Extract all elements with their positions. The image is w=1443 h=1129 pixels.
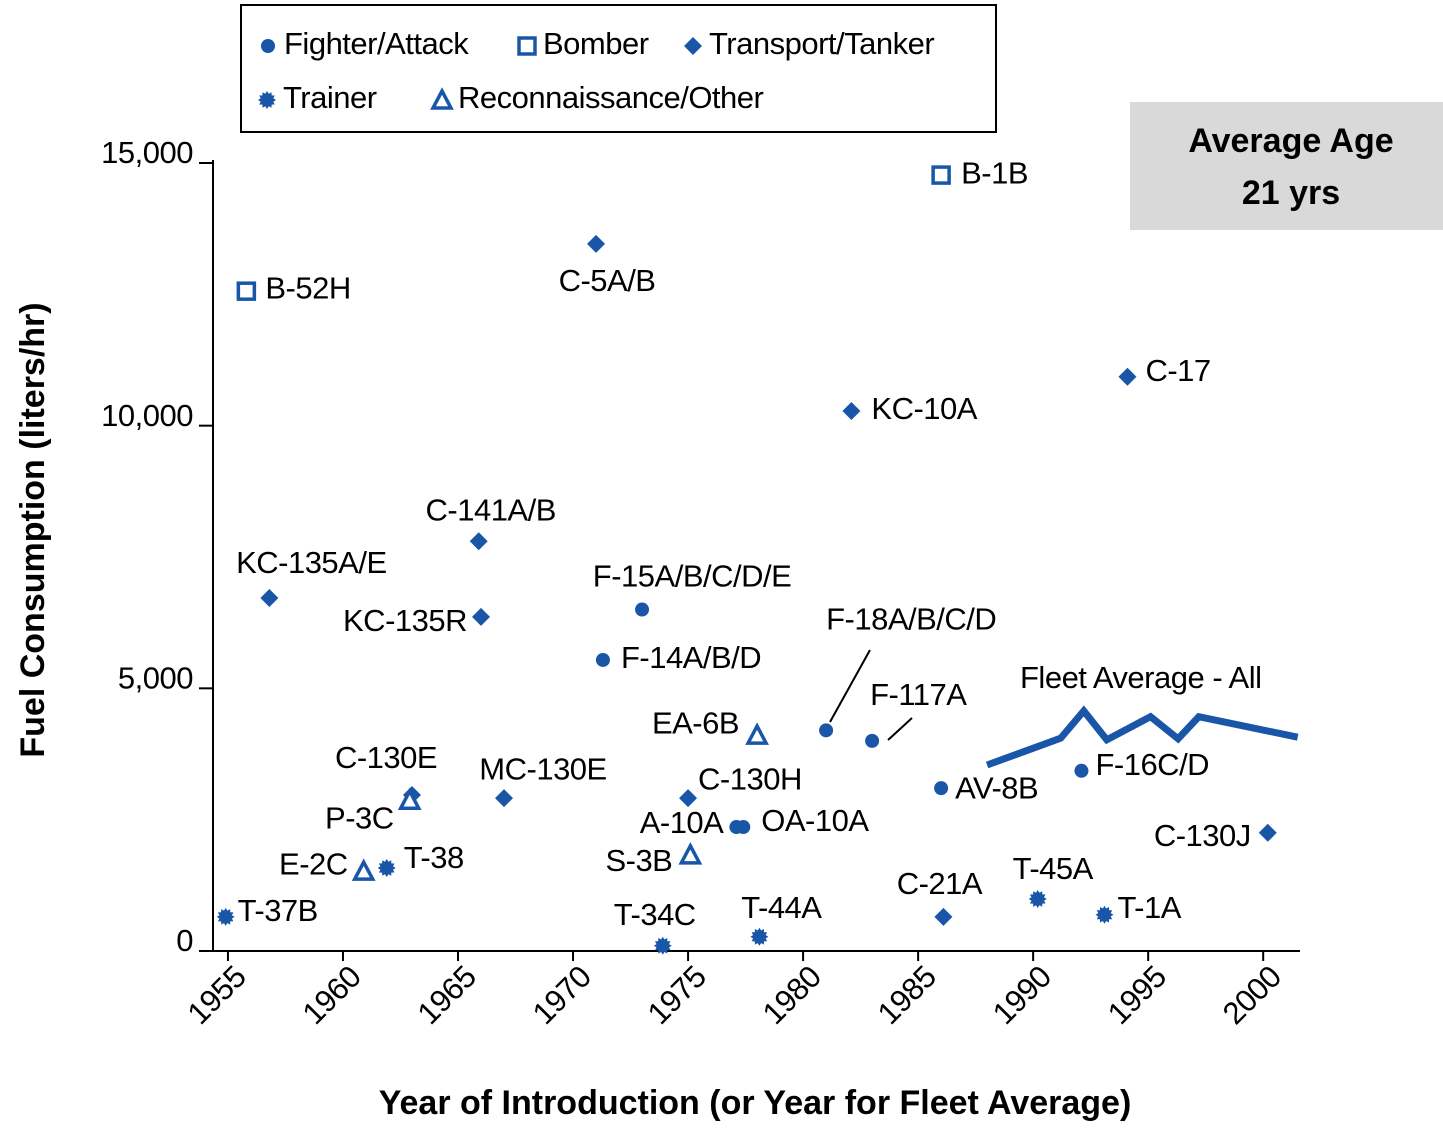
point	[595, 652, 610, 667]
y-tick-label: 0	[176, 923, 193, 958]
point-label: KC-135R	[343, 603, 467, 638]
legend-label: Reconnaissance/Other	[458, 80, 764, 115]
point-label: B-1B	[961, 155, 1028, 190]
point-label: C-21A	[897, 866, 983, 901]
annotation: 21 yrs	[1242, 174, 1340, 212]
point	[736, 820, 751, 835]
legend-label: Bomber	[543, 26, 649, 61]
point-label: KC-10A	[871, 391, 977, 426]
annotation: Average Age	[1188, 122, 1393, 160]
legend-box	[240, 4, 997, 133]
point-label: T-34C	[614, 897, 696, 932]
point-label: P-3C	[325, 800, 394, 835]
y-tick-label: 5,000	[118, 661, 193, 696]
legend-marker	[258, 91, 276, 109]
point-label: MC-130E	[479, 751, 606, 786]
point	[397, 787, 422, 810]
point	[1074, 763, 1089, 778]
point	[653, 936, 672, 955]
y-tick-label: 10,000	[101, 398, 193, 433]
x-tick-label: 1995	[1101, 959, 1173, 1031]
point	[750, 927, 769, 946]
point	[260, 588, 279, 607]
point-label: S-3B	[605, 843, 672, 878]
x-tick-label: 1975	[641, 959, 713, 1031]
fleet-average-line	[985, 705, 1299, 769]
point-label: F-18A/B/C/D	[826, 602, 996, 637]
point-label: T-37B	[238, 893, 318, 928]
legend-marker	[684, 37, 702, 55]
annotation-box	[1130, 102, 1443, 230]
point	[865, 733, 880, 748]
legend-marker	[517, 36, 537, 56]
legend-marker	[261, 39, 275, 53]
legend-label: Fighter/Attack	[284, 26, 469, 61]
point	[1258, 823, 1277, 842]
point-label: F-16C/D	[1095, 747, 1209, 782]
point	[819, 723, 834, 738]
point	[1118, 367, 1137, 386]
x-tick-label: 1980	[756, 959, 828, 1031]
point	[216, 907, 235, 926]
point	[587, 234, 606, 253]
point-label: B-52H	[265, 270, 350, 305]
point	[931, 165, 951, 185]
point	[1095, 905, 1114, 924]
point	[678, 842, 703, 865]
point-label: F-15A/B/C/D/E	[593, 559, 792, 594]
point	[1028, 890, 1047, 908]
x-tick-label: 1990	[986, 959, 1058, 1031]
point	[679, 789, 698, 808]
point-label: C-130E	[335, 740, 437, 775]
point	[495, 789, 514, 808]
point-label: T-45A	[1013, 851, 1094, 886]
point	[635, 602, 650, 617]
legend-label: Transport/Tanker	[709, 26, 934, 61]
point-label: T-38	[404, 840, 464, 875]
y-axis-title: Fuel Consumption (liters/hr)	[14, 302, 52, 757]
point-label: OA-10A	[761, 803, 869, 838]
x-tick-label: 1965	[411, 959, 483, 1031]
x-tick-label: 1970	[526, 959, 598, 1031]
x-axis-title: Year of Introduction (or Year for Fleet …	[379, 1084, 1132, 1122]
leader-line	[887, 717, 913, 741]
point-label: C-141A/B	[426, 492, 556, 527]
point	[934, 781, 949, 796]
legend-marker	[430, 87, 454, 110]
point-label: T-44A	[741, 890, 822, 925]
point-label: F-14A/B/D	[621, 640, 761, 675]
point-label: T-1A	[1117, 890, 1181, 925]
point-label: EA-6B	[652, 705, 739, 740]
point	[934, 907, 953, 926]
point	[469, 532, 488, 551]
point	[377, 859, 396, 877]
x-tick-label: 1960	[296, 959, 368, 1031]
leader-line	[829, 649, 871, 723]
point	[745, 722, 769, 745]
point-label: E-2C	[279, 846, 348, 881]
point-label: AV-8B	[955, 770, 1038, 805]
line-label: Fleet Average - All	[1020, 660, 1262, 695]
point-label: F-117A	[870, 677, 967, 712]
x-tick-label: 2000	[1216, 959, 1288, 1031]
point	[472, 607, 491, 626]
point	[351, 858, 376, 881]
point-label: C-17	[1145, 353, 1210, 388]
point	[842, 401, 861, 420]
point-label: KC-135A/E	[236, 545, 387, 580]
point	[236, 281, 257, 301]
x-tick-label: 1985	[871, 959, 943, 1031]
point-label: C-5A/B	[559, 263, 656, 298]
point-label: A-10A	[640, 805, 724, 840]
x-tick-label: 1955	[181, 959, 253, 1031]
y-tick-label: 15,000	[101, 135, 193, 170]
legend-label: Trainer	[283, 80, 377, 115]
point-label: C-130H	[698, 761, 802, 796]
point-label: C-130J	[1154, 818, 1251, 853]
